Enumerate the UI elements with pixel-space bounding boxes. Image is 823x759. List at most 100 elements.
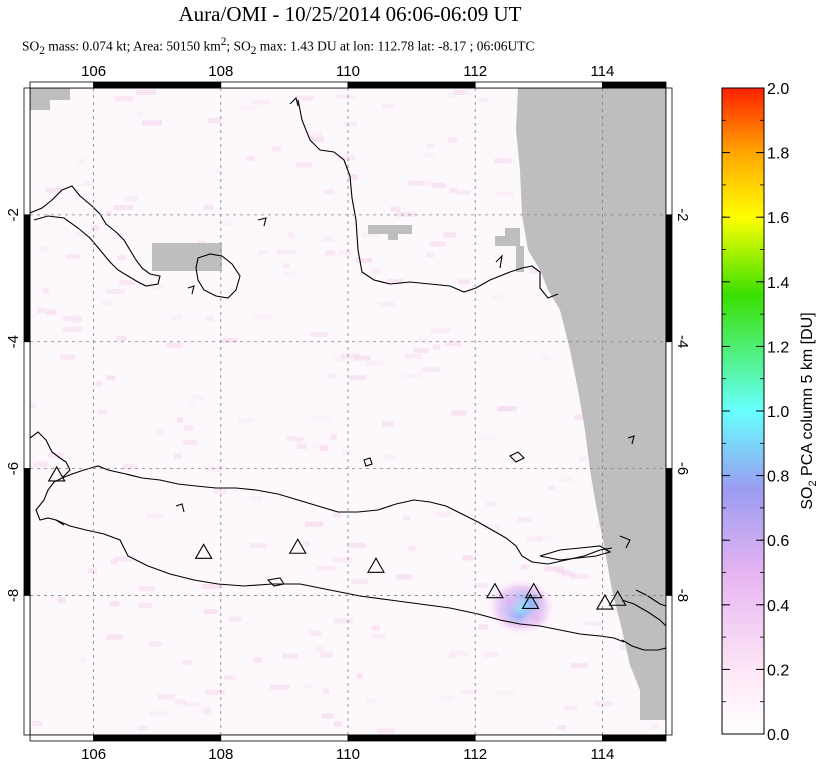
volcano-marker [595,593,614,610]
noise-pixel [526,536,543,542]
noise-pixel [371,625,380,631]
ruler-bottom-segment [93,734,222,742]
noise-pixel [496,191,514,197]
noise-pixel [321,236,334,242]
x-tick-label-top: 110 [336,63,360,80]
noise-pixel [321,713,334,719]
coast-sumatra-south [30,431,71,526]
noise-pixel [224,675,236,681]
noise-pixel [371,268,381,274]
noise-pixel [282,653,299,659]
noise-pixel [462,555,474,561]
noise-pixel [518,517,532,523]
noise-pixel [109,601,120,607]
coast-islet-6 [187,285,195,295]
noise-pixel [214,488,228,494]
noise-pixel [457,190,471,196]
noise-pixel [282,271,296,277]
y-tick-label-left: -4 [5,335,22,348]
colorbar-tick-label: 1.6 [767,210,789,227]
noise-pixel [320,446,328,451]
noise-pixel [136,89,157,95]
noise-pixel [432,182,446,188]
noise-pixel [124,196,138,202]
noise-pixel [555,568,569,574]
x-tick-label-top: 106 [81,63,106,80]
noise-pixel [317,566,337,571]
ruler-top-segment [474,81,603,89]
noise-pixel [365,360,385,366]
noise-pixel [271,146,282,152]
noise-pixel [82,181,93,187]
coast-java-south [55,519,625,643]
noise-pixel [106,375,116,381]
volcano-marker [521,593,540,609]
noise-pixel [251,99,270,105]
no-data-patch-2 [368,225,412,234]
noise-pixel [57,597,66,603]
x-tick-label-top: 108 [208,63,233,80]
noise-pixel [376,728,395,734]
volcano-marker [608,590,627,606]
colorbar-tick-label: 0.8 [767,469,789,486]
noise-pixel [218,220,234,226]
noise-pixel [183,439,197,445]
noise-pixel [203,609,218,615]
noise-pixel [166,342,184,348]
noise-pixel [408,546,416,552]
noise-pixel [481,524,501,529]
noise-pixel [98,409,108,415]
y-tick-label-right: -6 [674,462,691,475]
volcano-marker [194,543,213,559]
noise-pixel [309,332,329,337]
no-data-regions [30,88,666,720]
noise-pixel [295,438,304,444]
noise-pixel [249,495,262,501]
ruler-top-segment [602,81,667,89]
noise-pixel [557,725,566,730]
no-data-east [516,88,666,720]
noise-pixel [37,308,44,314]
coast-islet-3 [619,535,631,549]
noise-pixel [79,658,87,664]
x-tick-label-bottom: 108 [208,746,233,759]
ruler-left-segment [23,214,31,343]
noise-pixel [333,721,342,727]
coastlines [30,96,666,651]
noise-pixel [574,414,587,420]
noise-pixel [435,511,453,517]
noise-pixel [453,90,465,95]
noise-pixel [33,461,49,467]
no-data-patch-6 [516,246,524,272]
colorbar-tick-label: 0.4 [767,598,789,615]
volcano-marker [47,465,66,482]
noise-pixel [87,568,97,574]
colorbar-tick-label: 2.0 [767,81,789,98]
noise-pixel [105,210,113,216]
noise-pixel [42,288,50,294]
noise-pixel [221,337,238,343]
noise-pixel [455,89,471,95]
noise-pixel [451,410,467,416]
noise-pixel [182,701,199,707]
noise-pixel [320,652,333,658]
coast-islet-5 [257,217,267,227]
noise-pixel [498,406,517,412]
noise-pixel [123,464,137,470]
noise-pixel [425,252,435,258]
noise-pixel [396,574,413,580]
noise-pixel [570,663,588,669]
noise-pixel [296,162,312,168]
noise-pixel [558,476,573,482]
noise-pixel [286,436,305,441]
noise-pixel [42,308,56,313]
ruler-bottom-segment [474,734,603,742]
noise-pixel [128,475,136,480]
noise-pixel [205,316,214,322]
colorbar-tick-label: 1.0 [767,404,789,421]
noise-pixel [431,327,451,333]
noise-pixel [303,131,323,137]
noise-pixel [310,136,324,142]
noise-pixel [344,121,357,127]
noise-pixel [259,250,268,256]
